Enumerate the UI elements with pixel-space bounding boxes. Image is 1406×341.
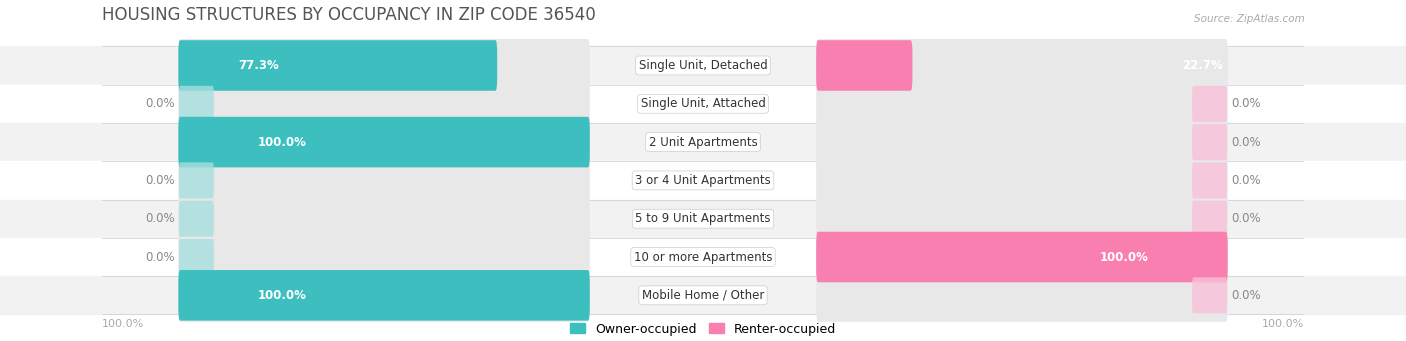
Text: 100.0%: 100.0% [1099,251,1149,264]
Text: 100.0%: 100.0% [257,136,307,149]
Bar [0,123,1406,161]
FancyBboxPatch shape [817,231,1227,283]
Text: 0.0%: 0.0% [145,212,174,225]
Text: 0.0%: 0.0% [1232,136,1261,149]
FancyBboxPatch shape [179,201,214,237]
Text: 0.0%: 0.0% [145,251,174,264]
FancyBboxPatch shape [1192,201,1227,237]
Legend: Owner-occupied, Renter-occupied: Owner-occupied, Renter-occupied [569,323,837,336]
Text: 0.0%: 0.0% [1232,212,1261,225]
Text: 22.7%: 22.7% [1182,59,1223,72]
Text: 100.0%: 100.0% [101,319,143,329]
Text: 10 or more Apartments: 10 or more Apartments [634,251,772,264]
Text: 5 to 9 Unit Apartments: 5 to 9 Unit Apartments [636,212,770,225]
FancyBboxPatch shape [179,77,589,130]
FancyBboxPatch shape [179,40,498,91]
Bar [0,199,1406,238]
FancyBboxPatch shape [817,192,1227,245]
FancyBboxPatch shape [179,231,589,283]
FancyBboxPatch shape [817,77,1227,130]
Bar [0,46,1406,85]
FancyBboxPatch shape [179,192,589,245]
FancyBboxPatch shape [179,270,589,321]
FancyBboxPatch shape [817,154,1227,207]
Text: Single Unit, Detached: Single Unit, Detached [638,59,768,72]
Bar [0,276,1406,314]
FancyBboxPatch shape [179,117,589,167]
FancyBboxPatch shape [1192,86,1227,122]
Bar [0,238,1406,276]
FancyBboxPatch shape [1192,277,1227,313]
Text: 100.0%: 100.0% [1263,319,1305,329]
Text: 2 Unit Apartments: 2 Unit Apartments [648,136,758,149]
Bar [0,161,1406,199]
FancyBboxPatch shape [817,40,912,91]
Text: 100.0%: 100.0% [257,289,307,302]
FancyBboxPatch shape [179,86,214,122]
FancyBboxPatch shape [817,232,1227,282]
Text: Single Unit, Attached: Single Unit, Attached [641,97,765,110]
FancyBboxPatch shape [179,162,214,198]
Text: 0.0%: 0.0% [1232,97,1261,110]
FancyBboxPatch shape [179,116,589,168]
FancyBboxPatch shape [1192,162,1227,198]
FancyBboxPatch shape [817,269,1227,322]
Text: 3 or 4 Unit Apartments: 3 or 4 Unit Apartments [636,174,770,187]
FancyBboxPatch shape [179,154,589,207]
Text: Source: ZipAtlas.com: Source: ZipAtlas.com [1194,14,1305,24]
FancyBboxPatch shape [817,116,1227,168]
FancyBboxPatch shape [817,39,1227,92]
Bar [0,85,1406,123]
Text: HOUSING STRUCTURES BY OCCUPANCY IN ZIP CODE 36540: HOUSING STRUCTURES BY OCCUPANCY IN ZIP C… [101,6,596,24]
FancyBboxPatch shape [1192,124,1227,160]
Text: 0.0%: 0.0% [145,97,174,110]
Text: Mobile Home / Other: Mobile Home / Other [641,289,765,302]
FancyBboxPatch shape [179,39,589,92]
FancyBboxPatch shape [179,239,214,275]
Text: 0.0%: 0.0% [1232,289,1261,302]
Text: 77.3%: 77.3% [239,59,280,72]
Text: 0.0%: 0.0% [145,174,174,187]
FancyBboxPatch shape [179,269,589,322]
Text: 0.0%: 0.0% [1232,174,1261,187]
